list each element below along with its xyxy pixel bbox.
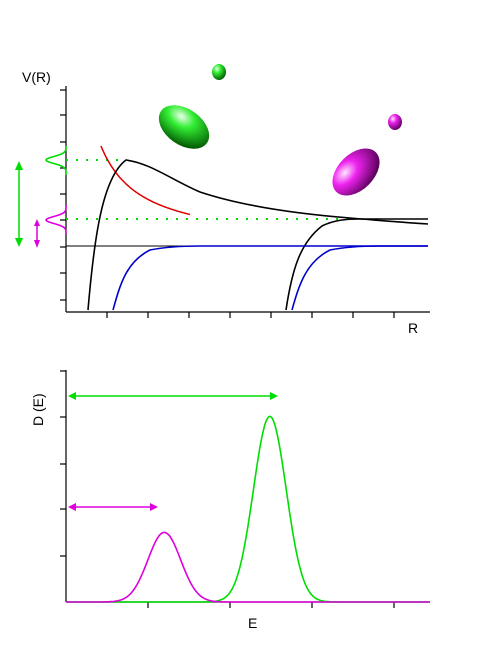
potential-ylabel: V(R) [22,69,51,85]
potential-axes [60,86,430,318]
distribution-xlabel: E [248,615,257,631]
magenta-ellipsoid-icon [332,148,380,196]
magenta-energy-arrow-icon [68,503,158,511]
green-double-arrow-icon [15,161,23,247]
green-energy-arrow-icon [68,392,278,400]
lower-state-curve [112,245,428,311]
lower-state-shifted-curve [291,245,428,311]
magenta-double-arrow-icon [34,219,40,248]
green-small-sphere-icon [212,64,226,80]
distribution-ylabel: D (E) [30,393,46,426]
shifted-potential-curve [285,218,428,311]
distribution-panel: D (E) E [30,370,430,631]
potential-xlabel: R [408,320,418,336]
magenta-small-sphere-icon [388,114,402,130]
potential-panel: V(R) R [15,64,430,336]
bound-potential-curve [87,159,429,311]
magenta-distribution-curve [66,531,430,603]
distribution-axes [60,370,430,608]
green-ellipsoid-icon [158,105,210,149]
magenta-wavepacket-icon [44,205,67,234]
green-wavepacket-icon [44,146,67,175]
green-distribution-curve [66,415,430,603]
